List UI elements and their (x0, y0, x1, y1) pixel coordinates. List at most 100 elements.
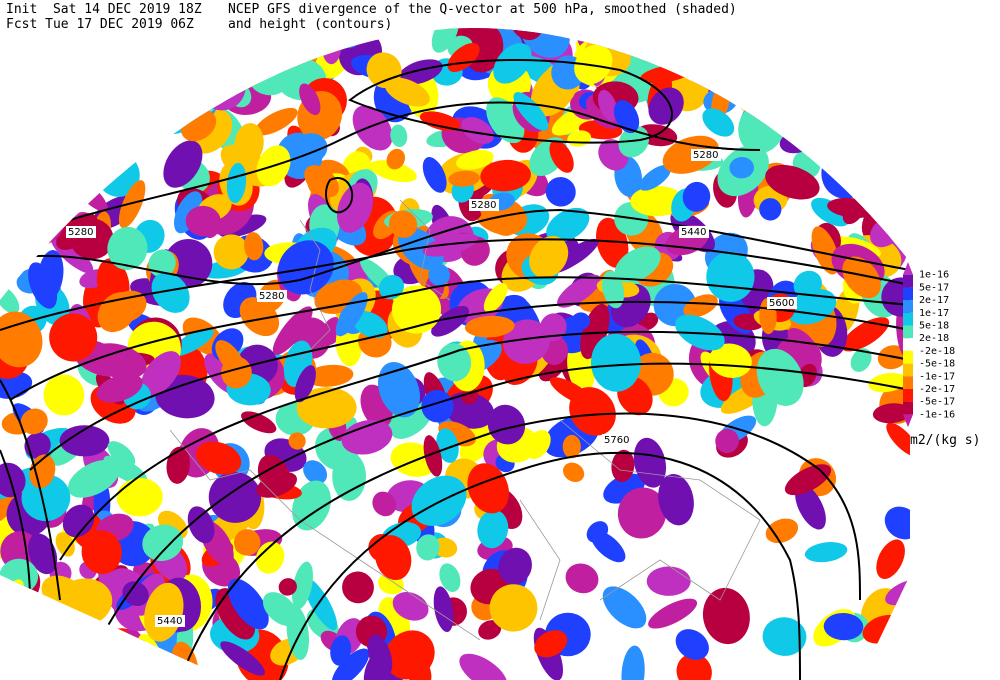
shade-blob (872, 157, 899, 181)
shade-blob (213, 234, 249, 270)
shade-blob (244, 232, 264, 261)
coastlines (169, 199, 761, 641)
shade-blob (423, 435, 443, 477)
shade-blob (480, 159, 531, 192)
shade-blob (864, 145, 906, 187)
shade-blob (193, 76, 213, 95)
shade-blob (157, 73, 200, 114)
shade-blob (864, 89, 899, 122)
shade-blob (163, 140, 203, 188)
colorbar-label: 1e-17 (919, 308, 949, 319)
shade-blob (502, 319, 550, 364)
shade-blob (487, 404, 526, 445)
shade-blob (28, 533, 58, 575)
shade-blob (180, 45, 236, 85)
shade-blob (176, 68, 200, 92)
shade-blob (633, 437, 667, 488)
shade-blob (31, 163, 79, 210)
shade-blob (390, 124, 408, 148)
shade-blob (884, 506, 910, 540)
shade-blob (439, 563, 461, 593)
shade-blob (0, 462, 26, 498)
shade-blob (3, 77, 44, 121)
colorbar-swatch (903, 363, 913, 377)
shade-blob (43, 128, 93, 178)
shade-blob (372, 491, 397, 517)
shade-blob (303, 460, 328, 484)
map-subtitle: and height (contours) (228, 17, 392, 32)
shade-blob (804, 542, 848, 563)
shade-blob (477, 509, 509, 549)
shade-blob (428, 263, 450, 286)
shade-blob (715, 428, 739, 454)
shade-blob (557, 274, 601, 308)
shade-blob (765, 164, 820, 200)
shade-blob (422, 156, 447, 193)
shade-blob (369, 160, 417, 183)
shade-blob (78, 99, 121, 143)
shade-blob (22, 147, 69, 176)
shade-blob (827, 117, 848, 150)
shade-blob (611, 449, 635, 483)
shade-blob (384, 630, 435, 680)
shade-blob (809, 44, 833, 70)
shade-blob (156, 37, 193, 91)
shade-blob (304, 165, 339, 198)
shade-blob (141, 51, 181, 103)
colorbar-label: -1e-17 (919, 371, 955, 382)
shade-blob (378, 275, 404, 300)
shade-blob (0, 76, 36, 100)
shade-blob (709, 343, 752, 378)
contour-label: 5440 (681, 227, 706, 238)
shade-blob (436, 428, 459, 463)
shade-blob (545, 177, 576, 207)
shade-blob (30, 177, 67, 219)
shade-blob (850, 348, 872, 372)
colorbar-swatch (903, 389, 913, 402)
shade-blob (886, 126, 910, 159)
colorbar-label: -5e-18 (919, 359, 955, 370)
shade-blob (21, 200, 58, 235)
shade-blob (386, 148, 406, 170)
shade-blob (185, 205, 221, 237)
shade-blob (296, 387, 357, 429)
shade-blob (433, 586, 454, 633)
shade-blob (234, 123, 264, 165)
colorbar-label: -1e-16 (919, 409, 955, 420)
shade-blob (234, 529, 261, 556)
shade-blob (842, 256, 881, 299)
shade-blob (21, 147, 63, 189)
shade-blob (40, 148, 81, 189)
shade-blob (749, 52, 803, 88)
shade-blob (116, 477, 163, 517)
contour-label: 5280 (259, 291, 284, 302)
shade-blob (0, 595, 30, 638)
shade-blob (2, 188, 31, 223)
shade-blob (448, 170, 480, 187)
shade-blob (189, 40, 227, 65)
shade-blob (614, 246, 661, 283)
shade-blob (331, 648, 370, 680)
shade-blob (25, 116, 73, 151)
shade-blob (621, 645, 645, 680)
shade-blob (513, 92, 549, 131)
shade-blob (795, 484, 826, 530)
shade-blob (398, 59, 443, 85)
shade-blob (811, 197, 850, 227)
shade-blob (187, 506, 215, 544)
shade-blob (176, 71, 204, 99)
shade-blob (143, 64, 182, 106)
shade-blob (26, 212, 50, 234)
shade-blob (562, 462, 585, 482)
shade-blob (590, 333, 642, 392)
shade-blob (21, 474, 71, 522)
colorbar-unit: m2/(kg s) (910, 433, 980, 448)
shade-blob (141, 351, 181, 396)
colorbar-arrow (903, 414, 913, 428)
shade-blob (662, 135, 719, 174)
shade-blob (49, 32, 70, 68)
shade-blob (447, 42, 480, 73)
shade-blob (367, 634, 393, 678)
shade-blob (478, 620, 502, 640)
